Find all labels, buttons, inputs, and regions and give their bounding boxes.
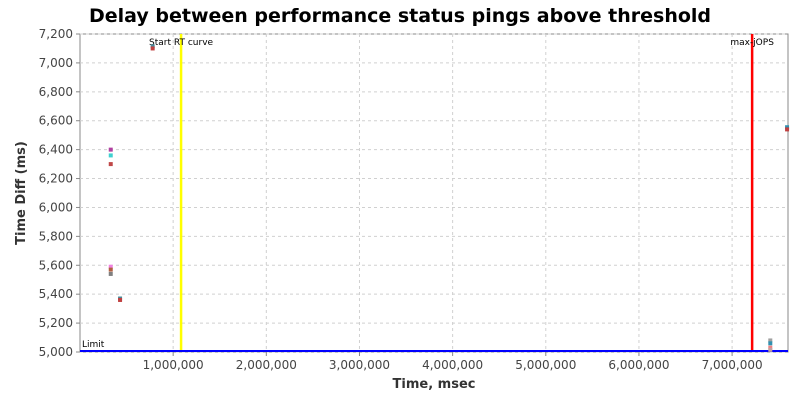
- y-axis-label: Time Diff (ms): [14, 141, 29, 245]
- data-point: [785, 127, 790, 132]
- data-point: [150, 46, 155, 51]
- data-point: [108, 162, 113, 167]
- data-point: [108, 147, 113, 152]
- x-tick-label: 1,000,000: [143, 358, 204, 372]
- y-tick-label: 6,400: [39, 143, 73, 157]
- marker-label: max-jOPS: [730, 38, 774, 48]
- data-point: [768, 347, 773, 352]
- chart-title: Delay between performance status pings a…: [89, 5, 711, 27]
- x-tick-label: 3,000,000: [329, 358, 390, 372]
- y-tick-label: 5,400: [39, 287, 73, 301]
- x-tick-label: 6,000,000: [608, 358, 669, 372]
- x-tick-label: 7,000,000: [702, 358, 763, 372]
- data-point: [108, 267, 113, 272]
- marker-label: Limit: [82, 340, 105, 350]
- data-point: [108, 153, 113, 158]
- y-tick-label: 6,200: [39, 172, 73, 186]
- data-point: [768, 338, 773, 343]
- markers: Start RT curve max-jOPS Limit: [80, 34, 788, 352]
- data-point: [768, 341, 773, 346]
- data-point: [150, 44, 155, 49]
- y-tick-label: 7,200: [39, 27, 73, 41]
- points: [108, 44, 790, 352]
- y-tick-label: 5,000: [39, 345, 73, 359]
- x-axis-label: Time, msec: [393, 377, 476, 392]
- x-tick-label: 2,000,000: [236, 358, 297, 372]
- data-point: [768, 345, 773, 350]
- y-tick-label: 5,800: [39, 229, 73, 243]
- y-tick-label: 5,600: [39, 258, 73, 272]
- grid: [80, 33, 788, 353]
- data-point: [108, 271, 113, 276]
- data-point: [108, 264, 113, 269]
- x-tick-label: 4,000,000: [422, 358, 483, 372]
- data-point: [785, 125, 790, 130]
- y-tick-label: 7,000: [39, 56, 73, 70]
- y-tick-label: 6,800: [39, 85, 73, 99]
- plot-area: [79, 33, 789, 353]
- y-tick-label: 5,200: [39, 316, 73, 330]
- data-point: [118, 297, 123, 302]
- ticks: 1,000,000 2,000,000 3,000,000 4,000,000 5,00…: [39, 27, 763, 372]
- y-tick-label: 6,600: [39, 114, 73, 128]
- x-tick-label: 5,000,000: [515, 358, 576, 372]
- y-tick-label: 6,000: [39, 200, 73, 214]
- marker-label: Start RT curve: [149, 38, 213, 48]
